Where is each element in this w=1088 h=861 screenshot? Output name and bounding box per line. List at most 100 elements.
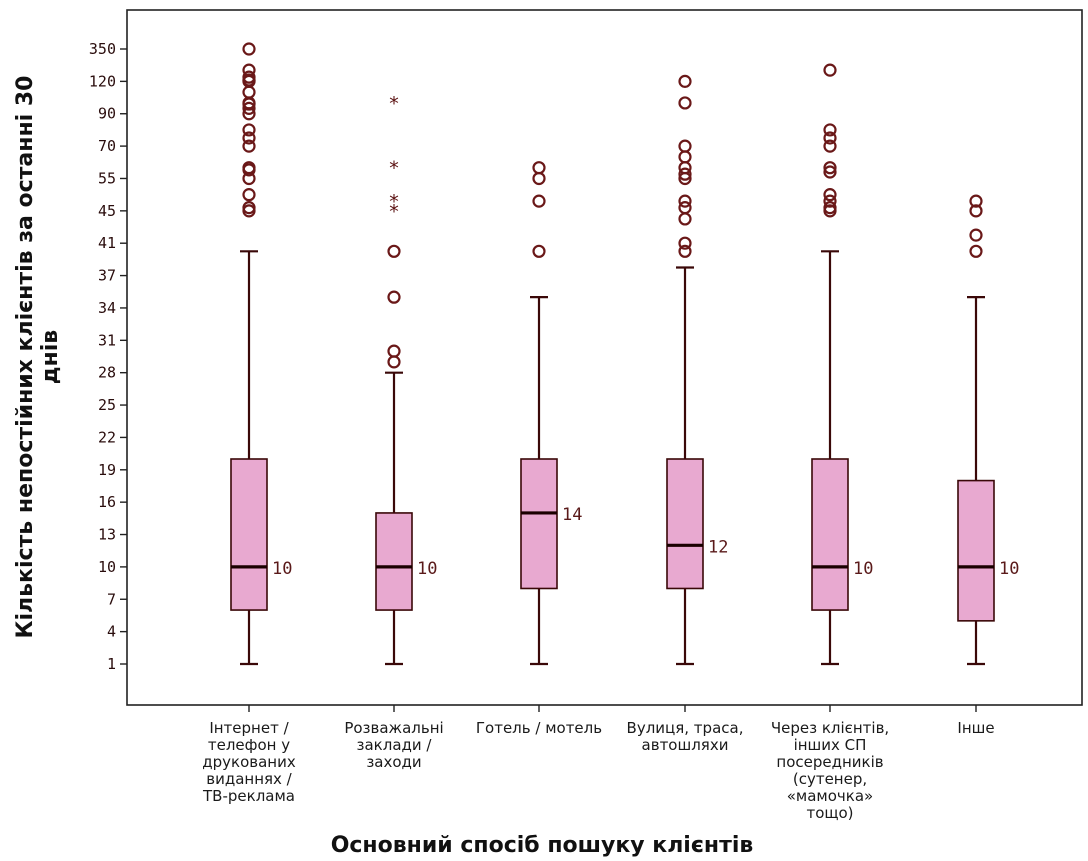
median-label: 14	[562, 505, 582, 525]
x-axis-title: Основний спосіб пошуку клієнтів	[331, 833, 754, 858]
x-category-label-line: «мамочка»	[787, 787, 873, 805]
outlier-point	[678, 139, 692, 153]
x-category-label-line: Готель / мотель	[476, 719, 602, 737]
outlier-point	[532, 194, 546, 208]
y-tick-label: 45	[98, 202, 116, 220]
outlier-point	[823, 165, 837, 179]
outlier-point	[823, 201, 837, 215]
outlier-point	[242, 70, 256, 84]
plot-frame	[126, 9, 1083, 706]
outlier-point	[823, 63, 837, 77]
x-category-label: Розважальні заклади / заходи	[344, 719, 443, 771]
x-category-label: Інше	[957, 719, 994, 737]
outlier-point	[242, 188, 256, 202]
box-group: 10	[957, 194, 1019, 666]
y-axis-title-line: Кількість непостійних клієнтів за останн…	[13, 76, 38, 639]
x-category-label-line: Інше	[957, 719, 994, 737]
median-label: 12	[708, 537, 728, 557]
x-category-label-line: Інтернет /	[209, 719, 289, 737]
x-category-label-line: ТВ-реклама	[202, 787, 295, 805]
x-category-label-line: тощо)	[806, 804, 853, 822]
x-category-label: Інтернет / телефон у друкованих виданнях / Т…	[202, 719, 296, 805]
y-tick-label: 28	[98, 364, 116, 382]
outlier-point	[242, 131, 256, 145]
iqr-box	[375, 512, 413, 611]
box-group: 10****	[375, 93, 437, 666]
x-category-label-line: друкованих	[202, 753, 296, 771]
outlier-point	[969, 228, 983, 242]
outlier-point	[969, 194, 983, 208]
iqr-box	[957, 479, 995, 622]
x-category-label: Через клієнтів, інших СП посередників (суте…	[771, 719, 889, 822]
y-tick-label: 70	[98, 137, 116, 155]
outlier-point	[242, 161, 256, 175]
y-tick-label: 7	[107, 590, 116, 608]
outlier-point	[678, 201, 692, 215]
median-label: 10	[999, 559, 1019, 579]
outlier-point	[387, 344, 401, 358]
box-group: 14	[520, 161, 582, 666]
extreme-point: *	[389, 158, 399, 180]
outlier-point	[387, 290, 401, 304]
iqr-box	[666, 458, 704, 590]
y-tick-label: 13	[98, 526, 116, 544]
y-tick-label: 90	[98, 105, 116, 123]
outlier-point	[823, 131, 837, 145]
y-tick-label: 350	[89, 40, 116, 58]
outlier-point	[242, 63, 256, 77]
outlier-point	[969, 204, 983, 218]
extreme-point: *	[389, 93, 399, 115]
median-label: 10	[417, 559, 437, 579]
median-label: 10	[272, 559, 292, 579]
y-tick-label: 25	[98, 396, 116, 414]
outlier-point	[532, 161, 546, 175]
outlier-point	[823, 139, 837, 153]
outlier-point	[387, 244, 401, 258]
x-category-label-line: (сутенер,	[793, 770, 867, 788]
box-group: 10	[811, 63, 873, 666]
outlier-point	[678, 74, 692, 88]
outlier-point	[242, 139, 256, 153]
x-category-label-line: посередників	[776, 753, 883, 771]
y-tick-label: 34	[98, 299, 116, 317]
x-category-label-line: телефон у	[208, 736, 290, 754]
x-category-label-line: виданнях /	[206, 770, 292, 788]
y-axis-title: Кількість непостійних клієнтів за останн…	[13, 76, 63, 639]
x-category-label-line: Через клієнтів,	[771, 719, 889, 737]
x-category-label-line: інших СП	[794, 736, 867, 754]
y-axis: 1 4 7 10 13 16 19 22 25 28 31 34 37 41 45 55 70 90 120 350	[89, 40, 127, 673]
x-category-label-line: автошляхи	[642, 736, 729, 754]
x-category-label: Вулиця, траса, автошляхи	[627, 719, 744, 754]
outlier-point	[823, 123, 837, 137]
y-tick-label: 120	[89, 72, 116, 90]
extreme-point: *	[389, 201, 399, 223]
y-tick-label: 1	[107, 655, 116, 673]
outlier-point	[678, 236, 692, 250]
outlier-point	[532, 244, 546, 258]
outlier-point	[242, 42, 256, 56]
x-category-label-line: Вулиця, траса,	[627, 719, 744, 737]
x-category-label-line: Розважальні	[344, 719, 443, 737]
y-tick-label: 16	[98, 493, 116, 511]
y-tick-label: 4	[107, 623, 116, 641]
outlier-point	[242, 123, 256, 137]
x-category-label: Готель / мотель	[476, 719, 602, 737]
x-category-label-line: заклади /	[357, 736, 433, 754]
iqr-box	[230, 458, 268, 611]
y-tick-label: 10	[98, 558, 116, 576]
outlier-point	[242, 101, 256, 115]
box-group: 10	[230, 42, 292, 666]
y-tick-label: 41	[98, 234, 116, 252]
y-tick-label: 22	[98, 428, 116, 446]
outlier-point	[969, 244, 983, 258]
y-axis-title-line: днів	[38, 330, 63, 384]
box-group: 12	[666, 74, 728, 666]
outlier-point	[678, 167, 692, 181]
outlier-point	[678, 194, 692, 208]
y-tick-label: 31	[98, 331, 116, 349]
iqr-box	[811, 458, 849, 611]
x-category-label-line: заходи	[366, 753, 421, 771]
outlier-point	[823, 194, 837, 208]
